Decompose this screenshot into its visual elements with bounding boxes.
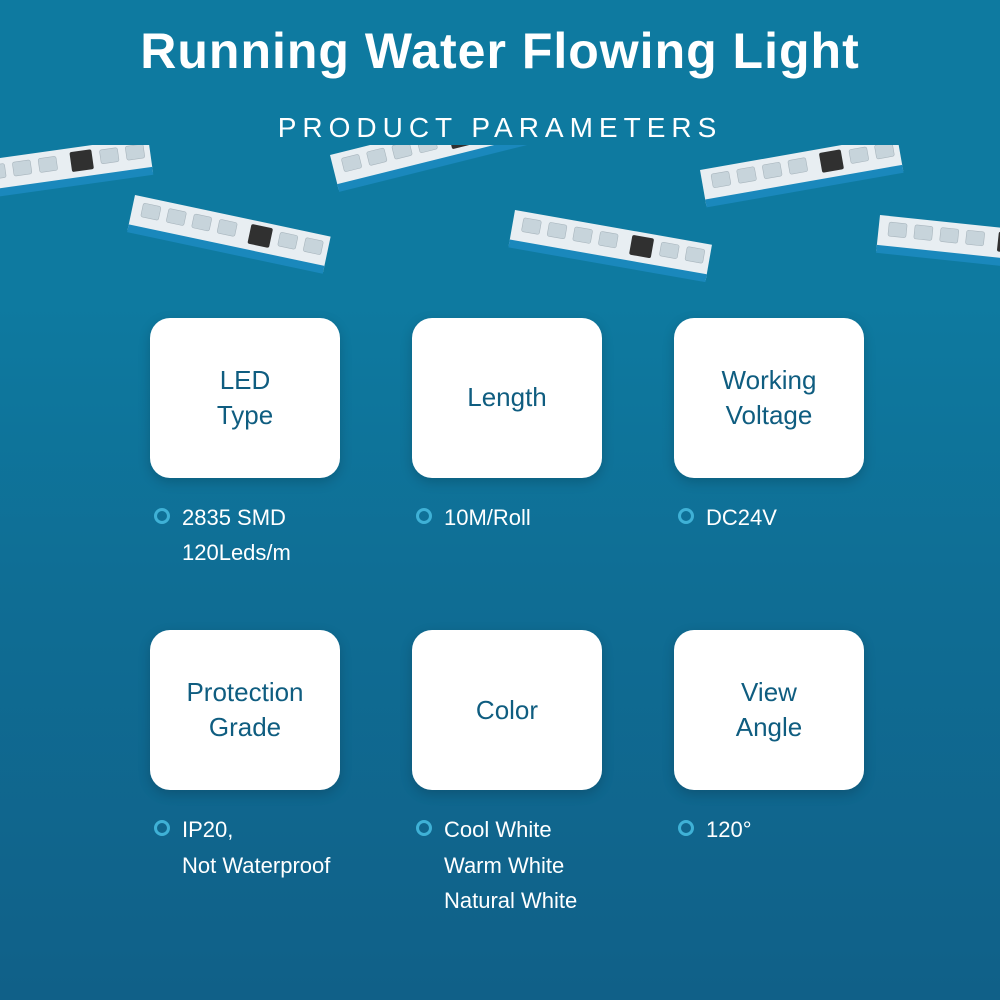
bullet-icon bbox=[154, 820, 170, 836]
param-values: DC24V bbox=[674, 500, 777, 535]
bullet-icon bbox=[154, 508, 170, 524]
bullet-icon bbox=[678, 820, 694, 836]
param-values: 120° bbox=[674, 812, 752, 847]
param-cell: ViewAngle 120° bbox=[674, 630, 864, 918]
param-card: ProtectionGrade bbox=[150, 630, 340, 790]
bullet-icon bbox=[678, 508, 694, 524]
param-cell: WorkingVoltage DC24V bbox=[674, 318, 864, 570]
param-label: Color bbox=[476, 693, 538, 728]
param-card: ViewAngle bbox=[674, 630, 864, 790]
section-subtitle: PRODUCT PARAMETERS bbox=[0, 112, 1000, 144]
param-values: 10M/Roll bbox=[412, 500, 531, 535]
param-card: LEDType bbox=[150, 318, 340, 478]
param-value-text: 10M/Roll bbox=[444, 500, 531, 535]
parameter-grid: LEDType 2835 SMD120Leds/m Length 10M/Roll Wo… bbox=[0, 318, 1000, 918]
param-value-text: Cool WhiteWarm WhiteNatural White bbox=[444, 812, 577, 918]
param-label: LEDType bbox=[217, 363, 273, 433]
led-strip-illustration bbox=[0, 145, 1000, 295]
bullet-icon bbox=[416, 820, 432, 836]
bullet-icon bbox=[416, 508, 432, 524]
param-label: ViewAngle bbox=[736, 675, 803, 745]
param-card: Length bbox=[412, 318, 602, 478]
param-cell: LEDType 2835 SMD120Leds/m bbox=[150, 318, 340, 570]
param-values: Cool WhiteWarm WhiteNatural White bbox=[412, 812, 577, 918]
param-cell: ProtectionGrade IP20,Not Waterproof bbox=[150, 630, 340, 918]
param-values: IP20,Not Waterproof bbox=[150, 812, 330, 882]
param-value-text: DC24V bbox=[706, 500, 777, 535]
param-cell: Length 10M/Roll bbox=[412, 318, 602, 570]
param-label: WorkingVoltage bbox=[722, 363, 817, 433]
param-label: ProtectionGrade bbox=[186, 675, 303, 745]
param-label: Length bbox=[467, 380, 547, 415]
param-cell: Color Cool WhiteWarm WhiteNatural White bbox=[412, 630, 602, 918]
page-title: Running Water Flowing Light bbox=[0, 0, 1000, 80]
param-card: Color bbox=[412, 630, 602, 790]
param-value-text: 120° bbox=[706, 812, 752, 847]
param-card: WorkingVoltage bbox=[674, 318, 864, 478]
param-value-text: IP20,Not Waterproof bbox=[182, 812, 330, 882]
param-value-text: 2835 SMD120Leds/m bbox=[182, 500, 291, 570]
param-values: 2835 SMD120Leds/m bbox=[150, 500, 291, 570]
